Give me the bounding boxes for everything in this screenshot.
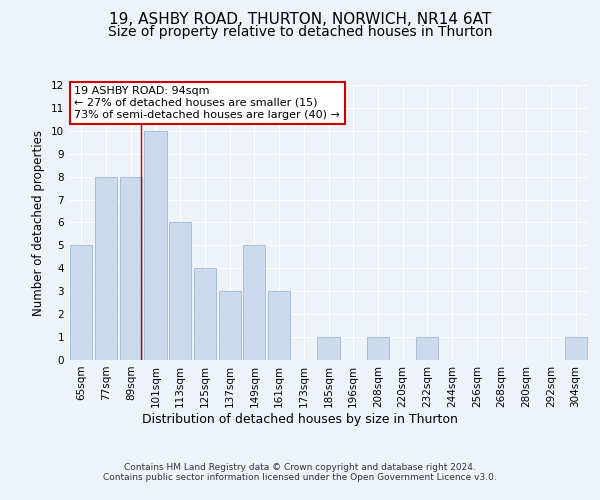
Bar <box>119 176 142 360</box>
Text: Distribution of detached houses by size in Thurton: Distribution of detached houses by size … <box>142 412 458 426</box>
Text: Size of property relative to detached houses in Thurton: Size of property relative to detached ho… <box>108 25 492 39</box>
Bar <box>194 268 216 360</box>
Bar <box>243 246 265 360</box>
Bar <box>268 291 290 360</box>
Text: 19 ASHBY ROAD: 94sqm
← 27% of detached houses are smaller (15)
73% of semi-detac: 19 ASHBY ROAD: 94sqm ← 27% of detached h… <box>74 86 340 120</box>
Bar <box>565 337 587 360</box>
Bar <box>70 246 92 360</box>
Bar <box>218 291 241 360</box>
Text: 19, ASHBY ROAD, THURTON, NORWICH, NR14 6AT: 19, ASHBY ROAD, THURTON, NORWICH, NR14 6… <box>109 12 491 28</box>
Bar <box>416 337 439 360</box>
Bar <box>95 176 117 360</box>
Bar <box>317 337 340 360</box>
Text: Contains HM Land Registry data © Crown copyright and database right 2024.
Contai: Contains HM Land Registry data © Crown c… <box>103 462 497 482</box>
Bar <box>367 337 389 360</box>
Bar <box>145 131 167 360</box>
Bar <box>169 222 191 360</box>
Y-axis label: Number of detached properties: Number of detached properties <box>32 130 46 316</box>
